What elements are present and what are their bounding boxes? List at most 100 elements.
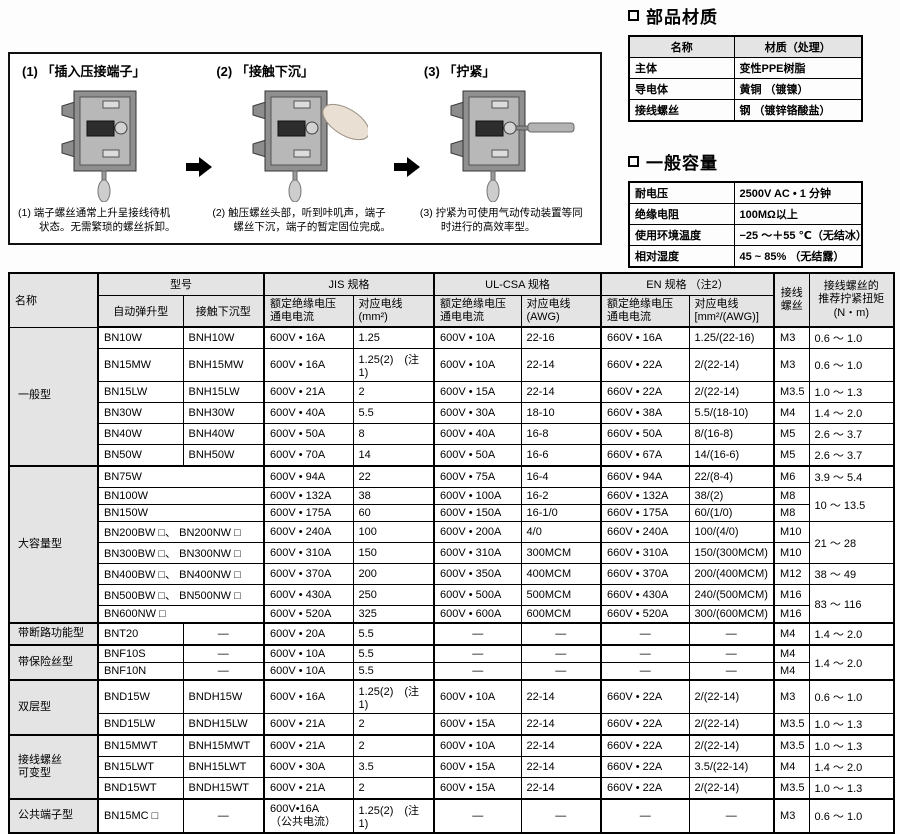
cell-screw: M4 [773, 662, 810, 681]
spec-row: BN300BW □、 BN300NW □ 600V • 310A 150 600V •… [9, 542, 894, 564]
col-group-en: EN 规格 （注2） [600, 272, 776, 296]
cell-model-auto: BND15LW [97, 713, 184, 736]
cell-en-wire: 2/(22-14) [688, 713, 776, 736]
spec-row: BN600NW □ 600V • 520A 325 600V • 600A 600MCM… [9, 605, 894, 624]
cell-ul-wire: 600MCM [520, 605, 603, 624]
cell-jis-voltage: 600V • 310A [263, 542, 354, 564]
cell-screw: M4 [773, 644, 810, 663]
cell-model-auto: BNF10S [97, 644, 184, 663]
cell-en-voltage: 660V • 310A [600, 542, 690, 564]
cell-en-voltage: 660V • 22A [600, 713, 690, 736]
spec-row: BN400BW □、 BN400NW □ 600V • 370A 200 600V •… [9, 563, 895, 585]
spec-row: BN500BW □、 BN500NW □ 600V • 430A 250 600V •… [9, 584, 895, 624]
spec-row: BN40W BNH40W 600V • 50A 8 600V • 40A 16-8 660V… [9, 423, 895, 445]
group-label: 双层型 [8, 679, 99, 736]
col-header-ul-wire: 对应电线 (AWG) [520, 294, 603, 328]
cell-ul-voltage: 600V • 40A [433, 423, 522, 445]
col-header-ul-voltage: 额定绝缘电压 通电电流 [433, 294, 522, 328]
cell-en-wire: 2/(22-14) [688, 348, 776, 382]
cell-jis-voltage: 600V • 21A [263, 713, 354, 736]
cell-torque: 0.6 ～ 1.0 [808, 326, 895, 349]
cell-en-wire: 2/(22-14) [688, 679, 776, 714]
cell-en-wire: 2/(22-14) [688, 734, 776, 757]
spec-row: 一般型 BN10W BNH10W 600V • 16A 1.25 600V • 10A 22… [8, 326, 895, 467]
cell-en-voltage: 660V • 22A [600, 348, 690, 382]
cell-model-auto: BN50W [97, 444, 184, 467]
cell-en-wire: 150/(300MCM) [688, 542, 776, 564]
group-label: 大容量型 [8, 465, 99, 624]
col-header-jis-voltage: 额定绝缘电压 通电电流 [263, 294, 354, 328]
cell-model-auto: BN200BW □、 BN200NW □ [97, 521, 265, 543]
cell-screw: M3 [773, 798, 810, 834]
cell-jis-wire: 2 [352, 713, 436, 736]
cell-en-voltage: 660V • 50A [600, 423, 690, 445]
cell-ul-voltage: — [433, 644, 522, 663]
spec-row: BN15LW BNH15LW 600V • 21A 2 600V • 15A 22-14 6… [9, 381, 895, 403]
spec-row: 接线螺丝 可变型 BN15MWT BNH15MWT 600V • 21A 2 600V •… [8, 734, 895, 800]
cell-model-auto: BN100W [97, 487, 265, 505]
cell-screw: M12 [773, 563, 810, 585]
cell-jis-voltage: 600V • 10A [263, 644, 354, 663]
spec-row: BN30W BNH30W 600V • 40A 5.5 600V • 30A 18-10 6… [9, 402, 895, 424]
cell-screw: M3.5 [773, 777, 810, 800]
cell-model-auto: BN150W [97, 504, 265, 522]
cell-torque: 0.6 ～ 1.0 [808, 798, 895, 834]
cell-model-touch: BNH10W [182, 326, 265, 349]
cell-jis-voltage: 600V • 94A [263, 465, 354, 488]
cell-jis-voltage: 600V • 175A [263, 504, 354, 522]
cell-jis-wire: 22 [352, 465, 436, 488]
cell-ul-voltage: 600V • 10A [433, 734, 522, 757]
cell-ul-voltage: 600V • 150A [433, 504, 522, 522]
cell-en-voltage: — [600, 644, 690, 663]
cell-jis-wire: 1.25(2) (注1) [352, 798, 436, 834]
cell-jis-voltage: 600V • 16A [263, 348, 354, 382]
cell-screw: M8 [773, 504, 810, 522]
cell-jis-wire: 1.25(2) (注1) [352, 679, 436, 714]
cell-ul-wire: 18-10 [520, 402, 603, 424]
spec-row: 带断路功能型 BNT20—600V • 20A 5.5— — — — M4 1.4 ～ 2.0 [8, 622, 895, 646]
row-label: 导电体 [628, 78, 735, 100]
spec-row: BND15LW BNDH15LW 600V • 21A 2 600V • 15A 22-1… [9, 713, 895, 736]
cell-screw: M8 [773, 487, 810, 505]
cell-model-touch: BNH15MWT [182, 734, 265, 757]
specification-table: 名称 型号 JIS 规格 UL-CSA 规格 EN 规格 （注2） 接线 螺丝 … [8, 272, 896, 834]
cell-jis-voltage: 600V • 20A [263, 622, 354, 646]
cell-model-touch: — [182, 662, 265, 681]
col-header-name: 名称 [8, 272, 99, 328]
row-label: 主体 [628, 57, 735, 79]
cell-ul-voltage: 600V • 200A [433, 521, 522, 543]
step-title: (3) 「拧紧」 [423, 64, 496, 79]
terminal-block-illustration [18, 80, 186, 207]
cell-ul-voltage: 600V • 15A [433, 713, 522, 736]
cell-en-wire: — [688, 798, 776, 834]
cell-jis-voltage: 600V • 10A [263, 662, 354, 681]
table-row: 相对湿度 45 ~ 85% （无结露） [628, 245, 863, 268]
diagram-step-3: (3) 「拧紧」 (3) 拧紧为可使用气动传动装置等同 时进 [420, 59, 592, 237]
materials-section-title: 部品材质 [628, 3, 861, 28]
cell-screw: M10 [773, 521, 810, 543]
cell-model-auto: BN15MW [97, 348, 184, 382]
materials-col-name: 名称 [628, 35, 735, 58]
cell-model-touch: BNH15MW [182, 348, 265, 382]
cell-torque: 1.0 ～ 1.3 [808, 381, 895, 403]
cell-screw: M4 [773, 756, 810, 778]
terminal-block-illustration [420, 80, 592, 207]
spec-row: BN50W BNH50W 600V • 70A 14 600V • 50A 16-6 660… [9, 444, 895, 467]
cell-ul-wire: 400MCM [520, 563, 603, 585]
cell-torque: 38 ～ 49 [808, 563, 895, 585]
cell-en-wire: 3.5/(22-14) [688, 756, 776, 778]
cell-model-auto: BND15WT [97, 777, 184, 800]
terminal-block-illustration [212, 80, 394, 207]
spec-row: 大容量型 BN75W 600V • 94A 22 600V • 75A 16-4 660V … [8, 465, 895, 624]
capacity-title-text: 一般容量 [646, 154, 718, 173]
row-value: 2500V AC • 1 分钟 [733, 181, 863, 204]
cell-model-auto: BNF10N [97, 662, 184, 681]
cell-model-touch: BNH15LW [182, 381, 265, 403]
table-row: 耐电压 2500V AC • 1 分钟 [628, 181, 863, 204]
group-label: 一般型 [8, 326, 99, 467]
row-label: 耐电压 [628, 181, 735, 204]
cell-torque: 2.6 ～ 3.7 [808, 423, 895, 445]
cell-screw: M4 [773, 402, 810, 424]
cell-model-touch: — [182, 798, 265, 834]
diagram-step-1: (1) 「插入压接端子」 (1) 端子螺丝通常上升呈接线待机 状态。无需繁琐的螺… [18, 59, 186, 237]
